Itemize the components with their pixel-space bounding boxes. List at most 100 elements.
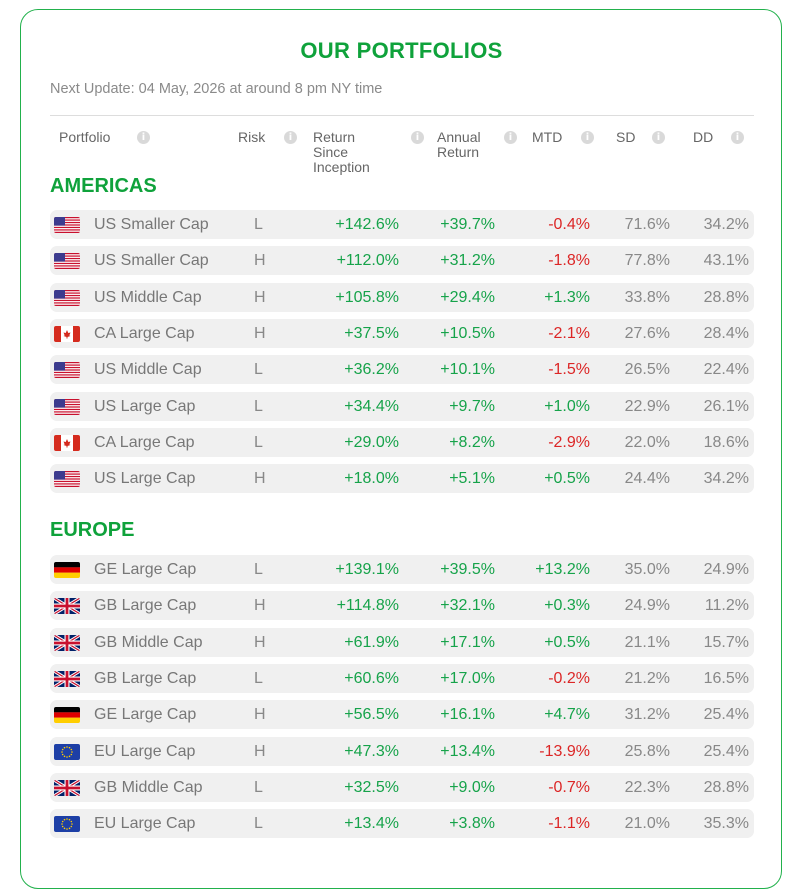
table-row[interactable]: GB Middle Cap L +32.5% +9.0% -0.7% 22.3% 28.8%	[50, 773, 754, 802]
portfolio-info-icon[interactable]: i	[137, 131, 150, 144]
standard-deviation: 22.9%	[624, 398, 670, 415]
us-flag-icon	[54, 253, 80, 269]
gb-flag-icon	[54, 635, 80, 651]
standard-deviation: 71.6%	[624, 216, 670, 233]
mtd-return: +13.2%	[535, 561, 590, 578]
portfolio-name[interactable]: CA Large Cap	[94, 434, 195, 451]
return-since-inception: +56.5%	[344, 706, 399, 723]
annual-return-info-icon[interactable]: i	[504, 131, 517, 144]
table-row[interactable]: US Smaller Cap L +142.6% +39.7% -0.4% 71.6% 34…	[50, 210, 754, 239]
table-row[interactable]: GE Large Cap H +56.5% +16.1% +4.7% 31.2% 25.4%	[50, 700, 754, 729]
return-since-inception-info-icon[interactable]: i	[411, 131, 424, 144]
table-row[interactable]: GB Large Cap H +114.8% +32.1% +0.3% 24.9% 11.2…	[50, 591, 754, 620]
table-row[interactable]: CA Large Cap L +29.0% +8.2% -2.9% 22.0% 18.6%	[50, 428, 754, 457]
mtd-info-icon[interactable]: i	[581, 131, 594, 144]
risk-level: L	[254, 398, 263, 415]
return-since-inception: +61.9%	[344, 634, 399, 651]
portfolio-name[interactable]: GB Large Cap	[94, 597, 197, 614]
us-flag-icon	[54, 217, 80, 233]
drawdown: 24.9%	[703, 561, 749, 578]
table-row[interactable]: US Middle Cap L +36.2% +10.1% -1.5% 26.5% 22.4…	[50, 355, 754, 384]
table-row[interactable]: US Middle Cap H +105.8% +29.4% +1.3% 33.8% 28.…	[50, 283, 754, 312]
portfolio-name[interactable]: EU Large Cap	[94, 815, 196, 832]
table-row[interactable]: GB Large Cap L +60.6% +17.0% -0.2% 21.2% 16.5%	[50, 664, 754, 693]
portfolio-name[interactable]: US Middle Cap	[94, 361, 202, 378]
portfolio-name[interactable]: GB Middle Cap	[94, 634, 203, 651]
annual-return: +3.8%	[449, 815, 495, 832]
portfolio-name[interactable]: US Smaller Cap	[94, 216, 209, 233]
annual-return: +31.2%	[440, 252, 495, 269]
portfolio-name[interactable]: EU Large Cap	[94, 743, 196, 760]
eu-flag-icon	[54, 816, 80, 832]
risk-level: H	[254, 252, 266, 269]
annual-return: +13.4%	[440, 743, 495, 760]
risk-level: H	[254, 470, 266, 487]
mtd-return: -1.5%	[548, 361, 590, 378]
risk-level: L	[254, 779, 263, 796]
column-header-return-since-inception: Return Since Inception	[313, 130, 370, 175]
risk-level: H	[254, 706, 266, 723]
dd-info-icon[interactable]: i	[731, 131, 744, 144]
drawdown: 25.4%	[703, 706, 749, 723]
portfolio-name[interactable]: US Large Cap	[94, 470, 196, 487]
us-flag-icon	[54, 471, 80, 487]
table-row[interactable]: EU Large Cap H +47.3% +13.4% -13.9% 25.8% 25.4…	[50, 737, 754, 766]
annual-return: +9.7%	[449, 398, 495, 415]
return-since-inception: +142.6%	[335, 216, 399, 233]
return-since-inception: +112.0%	[336, 252, 399, 269]
table-row[interactable]: US Large Cap L +34.4% +9.7% +1.0% 22.9% 26.1%	[50, 392, 754, 421]
table-row[interactable]: US Large Cap H +18.0% +5.1% +0.5% 24.4% 34.2%	[50, 464, 754, 493]
drawdown: 26.1%	[703, 398, 749, 415]
annual-return: +39.7%	[440, 216, 495, 233]
sd-info-icon[interactable]: i	[652, 131, 665, 144]
drawdown: 28.8%	[703, 289, 749, 306]
section-heading-europe: EUROPE	[50, 519, 135, 541]
table-row[interactable]: CA Large Cap H +37.5% +10.5% -2.1% 27.6% 28.4%	[50, 319, 754, 348]
risk-level: H	[254, 289, 266, 306]
column-header-dd: DD	[693, 129, 714, 145]
portfolio-name[interactable]: US Large Cap	[94, 398, 196, 415]
annual-return: +17.0%	[440, 670, 495, 687]
column-header-annual-return: Annual Return	[437, 130, 481, 160]
standard-deviation: 27.6%	[624, 325, 670, 342]
table-row[interactable]: US Smaller Cap H +112.0% +31.2% -1.8% 77.8% 43…	[50, 246, 754, 275]
portfolio-name[interactable]: GE Large Cap	[94, 706, 197, 723]
portfolio-name[interactable]: GB Middle Cap	[94, 779, 203, 796]
ca-flag-icon	[54, 326, 80, 342]
annual-return: +17.1%	[440, 634, 495, 651]
page-title: OUR PORTFOLIOS	[300, 38, 503, 63]
column-header-line: Since	[313, 144, 349, 160]
portfolio-name[interactable]: US Smaller Cap	[94, 252, 209, 269]
annual-return: +39.5%	[440, 561, 495, 578]
ca-flag-icon	[54, 435, 80, 451]
table-row[interactable]: GE Large Cap L +139.1% +39.5% +13.2% 35.0% 24.…	[50, 555, 754, 584]
drawdown: 28.4%	[703, 325, 749, 342]
column-header-line: Annual	[437, 129, 481, 145]
portfolio-name[interactable]: US Middle Cap	[94, 289, 202, 306]
risk-info-icon[interactable]: i	[284, 131, 297, 144]
annual-return: +29.4%	[440, 289, 495, 306]
gb-flag-icon	[54, 671, 80, 687]
return-since-inception: +34.4%	[344, 398, 399, 415]
column-header-line: Return	[437, 144, 480, 160]
table-row[interactable]: EU Large Cap L +13.4% +3.8% -1.1% 21.0% 35.3%	[50, 809, 754, 838]
drawdown: 43.1%	[703, 252, 749, 269]
column-header-mtd: MTD	[532, 129, 563, 145]
mtd-return: -1.1%	[548, 815, 590, 832]
portfolio-name[interactable]: GE Large Cap	[94, 561, 197, 578]
return-since-inception: +139.1%	[335, 561, 399, 578]
standard-deviation: 21.2%	[624, 670, 670, 687]
table-row[interactable]: GB Middle Cap H +61.9% +17.1% +0.5% 21.1% 15.7…	[50, 628, 754, 657]
standard-deviation: 33.8%	[624, 289, 670, 306]
ge-flag-icon	[54, 562, 80, 578]
portfolio-name[interactable]: GB Large Cap	[94, 670, 197, 687]
standard-deviation: 21.0%	[624, 815, 670, 832]
portfolio-name[interactable]: CA Large Cap	[94, 325, 195, 342]
return-since-inception: +13.4%	[344, 815, 399, 832]
annual-return: +32.1%	[440, 597, 495, 614]
standard-deviation: 21.1%	[624, 634, 670, 651]
risk-level: L	[254, 216, 263, 233]
risk-level: H	[254, 634, 266, 651]
standard-deviation: 77.8%	[624, 252, 670, 269]
us-flag-icon	[54, 290, 80, 306]
